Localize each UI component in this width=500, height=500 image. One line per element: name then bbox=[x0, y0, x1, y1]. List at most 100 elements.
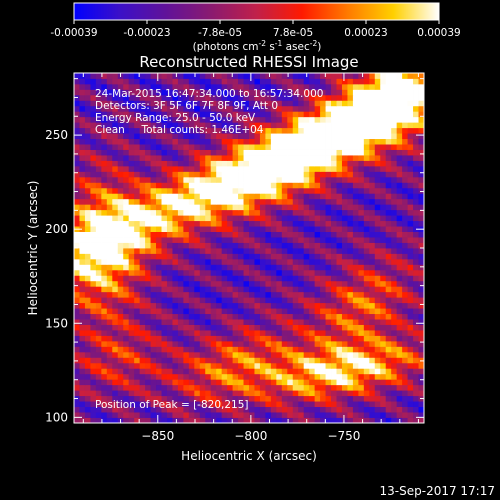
heatmap-cell bbox=[259, 73, 266, 79]
heatmap-cell bbox=[106, 340, 113, 347]
heatmap-cell bbox=[238, 417, 244, 423]
heatmap-cell bbox=[117, 149, 124, 156]
heatmap-cell bbox=[74, 291, 80, 298]
heatmap-cell bbox=[249, 171, 255, 178]
heatmap-cell bbox=[74, 215, 80, 222]
heatmap-cell bbox=[177, 401, 184, 407]
heatmap-cell bbox=[112, 308, 119, 315]
heatmap-cell bbox=[396, 291, 403, 298]
heatmap-cell bbox=[303, 155, 310, 161]
heatmap-cell bbox=[90, 401, 97, 407]
heatmap-cell bbox=[369, 144, 376, 150]
heatmap-cell bbox=[128, 204, 135, 211]
heatmap-cell bbox=[407, 319, 414, 325]
heatmap-cell bbox=[188, 231, 195, 238]
heatmap-cell bbox=[276, 133, 283, 140]
heatmap-cell bbox=[287, 269, 294, 276]
heatmap-cell bbox=[265, 122, 272, 129]
heatmap-cell bbox=[418, 253, 424, 260]
heatmap-cell bbox=[134, 395, 141, 402]
heatmap-cell bbox=[128, 122, 135, 129]
heatmap-cell bbox=[194, 138, 201, 145]
heatmap-cell bbox=[265, 111, 272, 118]
heatmap-cell bbox=[276, 269, 283, 276]
heatmap-cell bbox=[112, 73, 119, 79]
heatmap-cell bbox=[74, 335, 80, 342]
heatmap-cell bbox=[150, 149, 157, 156]
heatmap-cell bbox=[139, 406, 146, 413]
heatmap-cell bbox=[413, 340, 419, 347]
heatmap-cell bbox=[374, 379, 381, 386]
heatmap-cell bbox=[172, 357, 179, 364]
heatmap-cell bbox=[117, 406, 124, 413]
heatmap-cell bbox=[112, 368, 119, 375]
heatmap-cell bbox=[243, 319, 250, 325]
heatmap-cell bbox=[238, 226, 244, 232]
heatmap-cell bbox=[249, 116, 255, 123]
heatmap-cell bbox=[287, 160, 294, 167]
heatmap-cell bbox=[402, 280, 408, 287]
heatmap-cell bbox=[117, 357, 124, 364]
heatmap-cell bbox=[352, 280, 359, 287]
heatmap-cell bbox=[205, 127, 212, 134]
heatmap-cell bbox=[101, 379, 108, 386]
heatmap-cell bbox=[341, 390, 348, 397]
heatmap-cell bbox=[210, 248, 217, 254]
heatmap-cell bbox=[385, 379, 392, 386]
heatmap-cell bbox=[287, 83, 294, 90]
heatmap-cell bbox=[166, 253, 173, 260]
heatmap-cell bbox=[341, 412, 348, 418]
heatmap-cell bbox=[172, 362, 179, 369]
heatmap-cell bbox=[199, 220, 206, 227]
heatmap-cell bbox=[101, 351, 108, 358]
heatmap-cell bbox=[303, 83, 310, 90]
heatmap-cell bbox=[265, 319, 272, 325]
heatmap-cell bbox=[298, 319, 305, 325]
heatmap-cell bbox=[281, 220, 288, 227]
heatmap-cell bbox=[249, 226, 255, 232]
heatmap-cell bbox=[139, 395, 146, 402]
heatmap-cell bbox=[106, 226, 113, 232]
heatmap-cell bbox=[188, 242, 195, 249]
heatmap-cell bbox=[134, 127, 141, 134]
heatmap-cell bbox=[254, 384, 261, 391]
heatmap-cell bbox=[374, 417, 381, 423]
heatmap-cell bbox=[199, 127, 206, 134]
heatmap-cell bbox=[227, 78, 233, 85]
heatmap-cell bbox=[363, 308, 370, 315]
heatmap-cell bbox=[418, 193, 424, 200]
heatmap-cell bbox=[391, 412, 398, 418]
heatmap-cell bbox=[156, 122, 162, 129]
heatmap-cell bbox=[95, 116, 102, 123]
heatmap-cell bbox=[358, 373, 365, 380]
heatmap-cell bbox=[358, 160, 365, 167]
heatmap-cell bbox=[396, 100, 403, 107]
heatmap-cell bbox=[265, 94, 272, 101]
heatmap-cell bbox=[331, 193, 337, 200]
heatmap-cell bbox=[391, 313, 398, 320]
heatmap-cell bbox=[396, 373, 403, 380]
heatmap-cell bbox=[407, 237, 414, 243]
heatmap-cell bbox=[385, 308, 392, 315]
heatmap-cell bbox=[188, 373, 195, 380]
heatmap-cell bbox=[363, 198, 370, 205]
heatmap-cell bbox=[249, 308, 255, 315]
heatmap-cell bbox=[79, 89, 86, 96]
heatmap-cell bbox=[407, 231, 414, 238]
heatmap-cell bbox=[331, 395, 337, 402]
heatmap-cell bbox=[205, 209, 212, 216]
heatmap-cell bbox=[194, 302, 201, 309]
heatmap-cell bbox=[325, 401, 332, 407]
heatmap-cell bbox=[385, 291, 392, 298]
heatmap-cell bbox=[112, 330, 119, 336]
heatmap-cell bbox=[281, 384, 288, 391]
heatmap-cell bbox=[205, 297, 212, 304]
heatmap-cell bbox=[352, 198, 359, 205]
heatmap-cell bbox=[352, 258, 359, 265]
heatmap-cell bbox=[380, 291, 387, 298]
heatmap-cell bbox=[292, 176, 299, 183]
heatmap-cell bbox=[249, 242, 255, 249]
heatmap-cell bbox=[117, 340, 124, 347]
heatmap-cell bbox=[84, 258, 91, 265]
heatmap-cell bbox=[385, 264, 392, 271]
